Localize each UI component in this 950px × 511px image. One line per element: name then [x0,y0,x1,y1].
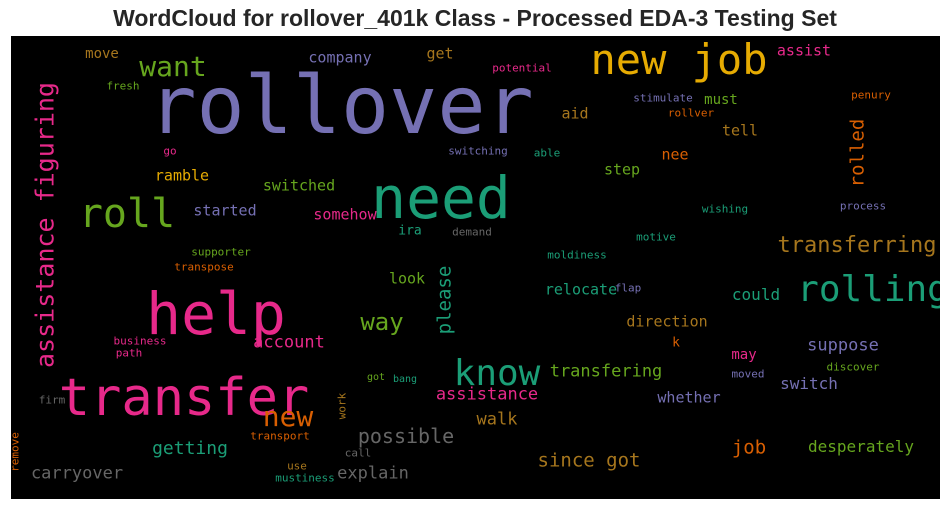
word-switched: switched [262,176,336,195]
word-could: could [731,285,781,304]
word-moved: moved [731,367,765,381]
word-direction: direction [626,312,708,331]
chart-title: WordCloud for rollover_401k Class - Proc… [113,5,837,31]
word-may: may [731,347,757,363]
word-moldiness: moldiness [547,248,607,262]
word-somehow: somehow [313,205,377,224]
word-roll: roll [78,191,176,237]
word-look: look [388,269,426,288]
word-transferring: transferring [777,233,937,258]
word-account: account [253,332,325,353]
word-supporter: supporter [191,245,251,259]
word-new: new [262,400,314,433]
word-flap: flap [614,281,642,295]
word-rollver: rollver [667,106,715,120]
word-work: work [335,392,349,420]
word-tell: tell [721,121,759,140]
word-started: started [193,201,257,220]
word-company: company [308,48,372,67]
word-use: use [287,459,307,473]
word-transfer: transfer [58,368,310,428]
word-switching: switching [448,144,508,158]
word-able: able [533,146,561,160]
word-fresh: fresh [106,79,140,93]
word-process: process [839,199,887,213]
word-wishing: wishing [701,202,749,216]
word-go: go [163,144,177,158]
word-move: move [85,46,119,62]
word-carryover: carryover [30,463,124,484]
word-assist: assist [776,41,832,60]
word-assistance: assistance [435,384,539,405]
word-suppose: suppose [807,335,879,356]
word-know: know [453,353,541,394]
word-need: need [371,164,511,232]
word-must: must [704,92,738,108]
word-path: path [115,346,143,360]
word-switch: switch [780,374,838,393]
word-please: please [433,265,456,335]
word-discover: discover [826,360,880,374]
word-transpose: transpose [174,260,234,274]
word-getting: getting [152,438,228,459]
word-ira: ira [398,223,422,239]
word-stimulate: stimulate [633,91,693,105]
word-call: call [344,446,372,460]
word-help: help [146,280,286,348]
word-potential: potential [492,61,552,75]
word-rolled: rolled [846,118,869,188]
word-got: got [366,372,386,383]
word-bang: bang [392,374,418,385]
word-desperately: desperately [808,437,914,456]
wordcloud-canvas: rollover need help transfer new job roll rolli… [11,36,940,499]
word-mustiness: mustiness [275,471,335,485]
word-job: job [731,436,767,459]
word-new-job: new job [590,36,768,84]
word-assistance-figuring: assistance figuring [30,82,60,368]
word-demand: demand [452,225,492,239]
word-want: want [139,50,207,83]
word-nee: nee [661,145,689,164]
word-get: get [426,44,454,63]
word-transport: transport [250,429,310,443]
word-possible: possible [357,424,455,448]
word-k: k [672,335,680,351]
word-penury: penury [851,88,891,102]
word-rollover: rollover [148,59,534,152]
word-step: step [603,160,641,179]
word-business: business [113,334,167,348]
word-ramble: ramble [154,166,210,185]
word-whether: whether [657,388,721,407]
word-aid: aid [561,104,589,123]
word-remove: remove [11,432,22,472]
word-motive: motive [636,230,676,244]
word-transfering: transfering [549,361,663,382]
word-walk: walk [476,409,518,430]
word-relocate: relocate [544,280,618,299]
word-since-got: since got [537,449,641,472]
word-way: way [360,308,404,336]
word-rolling: rolling [797,269,940,310]
word-firm: firm [38,393,66,407]
word-explain: explain [337,463,409,484]
